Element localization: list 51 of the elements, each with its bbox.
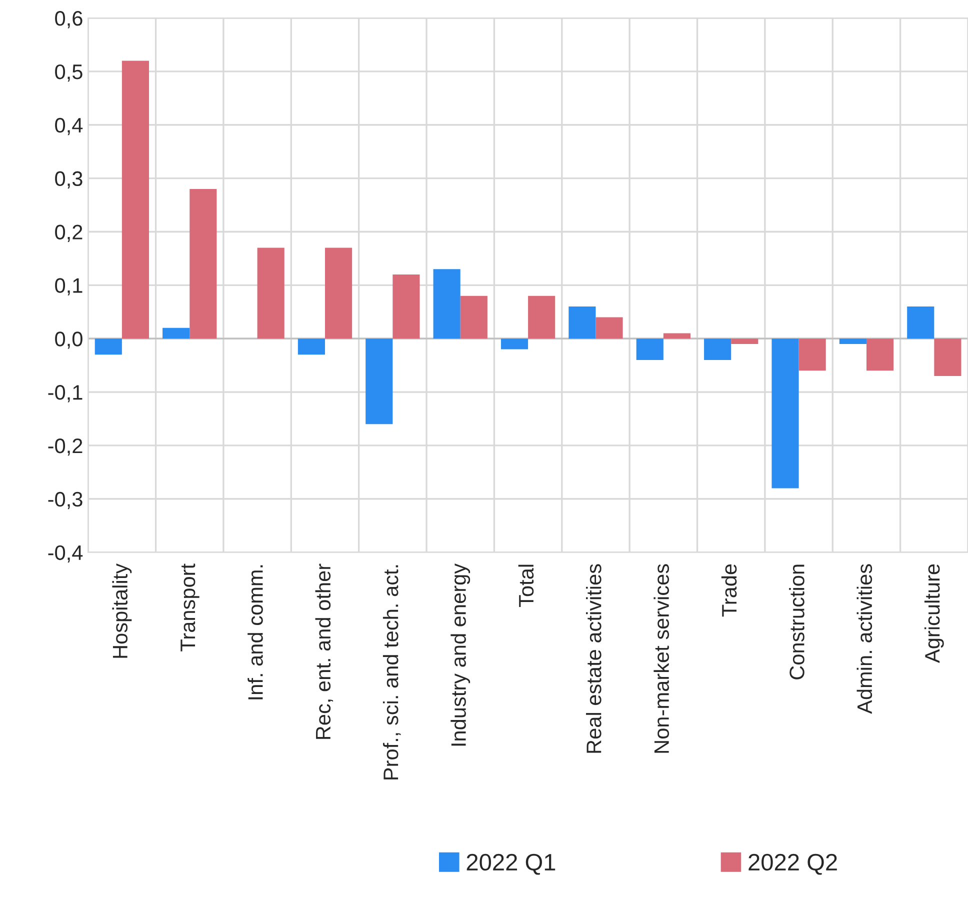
bar (528, 296, 556, 339)
y-tick-label: -0,1 (48, 385, 82, 402)
bar (298, 338, 325, 355)
bar (772, 338, 799, 488)
bar (839, 338, 866, 344)
y-tick-label: 0,5 (55, 64, 82, 82)
x-tick-label: Construction (789, 564, 804, 680)
y-tick-label: 0,1 (55, 278, 82, 296)
x-tick-label: Rec, ent. and other (315, 564, 334, 739)
y-tick-label: -0,4 (48, 545, 83, 563)
x-tick-label: Admin. activities (856, 564, 872, 714)
x-tick-label: Prof., sci. and tech. act. (382, 565, 401, 780)
bar (907, 306, 934, 339)
bar (798, 338, 826, 371)
x-tick-label: Inf. and comm. (248, 565, 263, 700)
bar (162, 328, 190, 339)
x-tick-label: Transport (180, 564, 200, 652)
y-tick-label: 0,2 (55, 224, 82, 242)
bar (866, 338, 894, 371)
bar (596, 317, 623, 339)
x-tick-label: Trade (721, 564, 737, 617)
x-tick-label: Agriculture (924, 564, 944, 663)
y-tick-label: 0,0 (55, 332, 82, 349)
bar (257, 248, 284, 339)
bar (460, 296, 488, 339)
y-tick-label: -0,2 (48, 438, 82, 456)
y-tick-label: 0,3 (55, 171, 82, 189)
legend-label: 2022 Q1 (466, 854, 556, 875)
bar (324, 248, 352, 339)
bar (433, 269, 460, 339)
x-tick-label: Total (518, 564, 534, 607)
y-tick-label: -0,3 (48, 492, 82, 510)
bar (366, 338, 393, 424)
bar (190, 188, 217, 339)
y-tick-label: 0,4 (55, 118, 83, 136)
bar (704, 338, 732, 360)
bar (568, 306, 596, 339)
x-tick-label: Hospitality (112, 563, 132, 658)
x-tick-label: Real estate activities (586, 564, 602, 753)
bar (94, 338, 122, 355)
bar (500, 338, 528, 350)
bar (122, 60, 150, 339)
x-tick-label: Industry and energy (450, 563, 470, 746)
legend-label: 2022 Q2 (748, 854, 837, 875)
x-tick-label: Non-market services (654, 564, 670, 753)
bar (392, 274, 420, 339)
bar (934, 338, 962, 376)
bar (636, 338, 664, 360)
bar (663, 333, 690, 339)
y-tick-label: 0,6 (55, 11, 82, 28)
bar (731, 338, 758, 344)
